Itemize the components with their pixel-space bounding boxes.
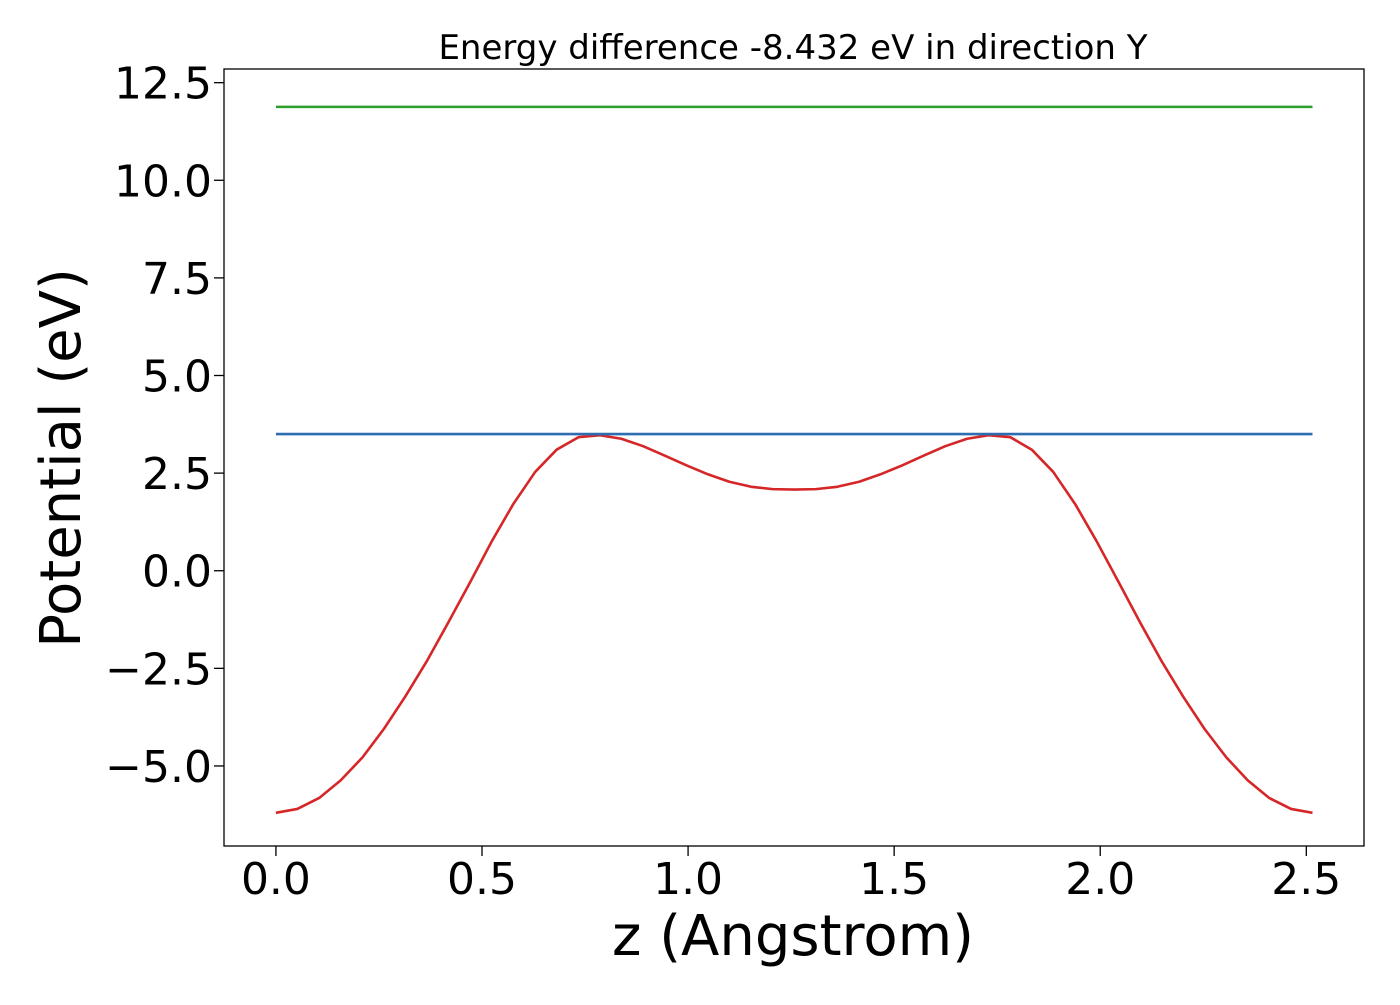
x-tick-label-5: 2.5 bbox=[1271, 854, 1341, 905]
y-tick-label-5: 7.5 bbox=[142, 254, 212, 305]
y-axis-label: Potential (eV) bbox=[29, 268, 94, 648]
x-tick-label-0: 0.0 bbox=[241, 854, 311, 905]
series-line-0 bbox=[275, 433, 1313, 815]
y-tick-label-1: −2.5 bbox=[105, 644, 212, 695]
x-axis-label: z (Angstrom) bbox=[612, 904, 974, 969]
chart-title: Energy difference -8.432 eV in direction… bbox=[438, 28, 1147, 68]
y-tick-label-4: 5.0 bbox=[142, 352, 212, 403]
y-tick-label-6: 10.0 bbox=[114, 156, 212, 207]
y-tick-label-0: −5.0 bbox=[105, 742, 212, 793]
series-layer bbox=[275, 105, 1313, 815]
x-tick-label-3: 1.5 bbox=[859, 854, 929, 905]
x-tick-label-1: 0.5 bbox=[447, 854, 517, 905]
x-tick-label-2: 1.0 bbox=[653, 854, 723, 905]
y-tick-label-3: 2.5 bbox=[142, 449, 212, 500]
y-axis: −5.0 −2.5 0.0 2.5 5.0 7.5 10.0 12.5 bbox=[105, 59, 224, 793]
y-tick-label-2: 0.0 bbox=[142, 547, 212, 598]
plot-area-frame bbox=[223, 68, 1365, 847]
y-tick-label-7: 12.5 bbox=[114, 59, 212, 110]
x-tick-label-4: 2.0 bbox=[1065, 854, 1135, 905]
x-axis: 0.0 0.5 1.0 1.5 2.0 2.5 bbox=[241, 846, 1341, 905]
